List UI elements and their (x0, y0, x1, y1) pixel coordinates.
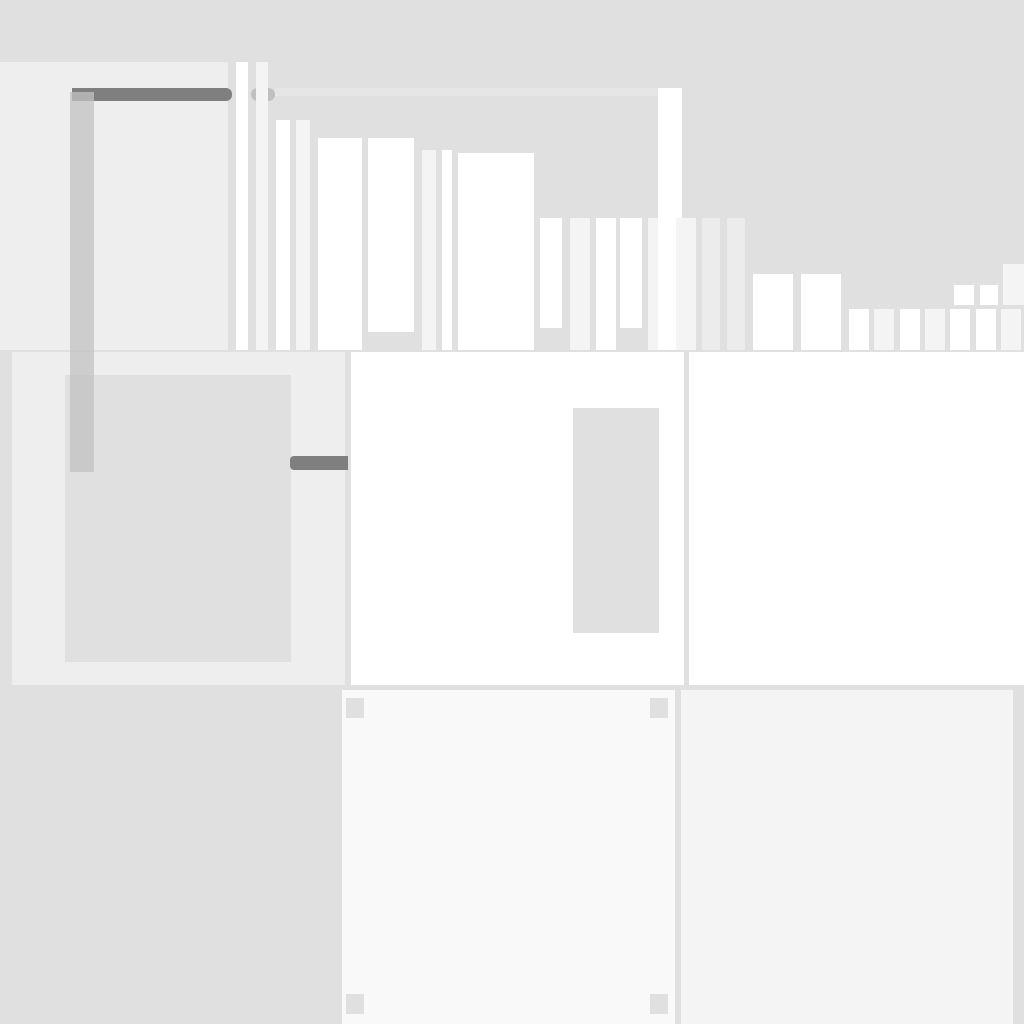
left-panel (0, 62, 228, 350)
chip-3 (1003, 264, 1024, 305)
bar-1 (236, 62, 248, 350)
bar-6 (368, 138, 414, 332)
bar-5 (318, 138, 362, 350)
bar-9 (458, 153, 534, 350)
bar-25 (950, 309, 970, 350)
tab-strip-track (275, 88, 658, 96)
bar-26 (976, 309, 996, 350)
bar-18 (727, 218, 745, 350)
bar-21 (849, 309, 869, 350)
card-4-corner-br (650, 994, 668, 1014)
horizontal-rail[interactable] (290, 456, 348, 470)
bar-27 (1001, 309, 1021, 350)
bar-4 (296, 120, 310, 350)
bar-11 (570, 218, 590, 350)
bar-2 (256, 62, 268, 350)
card-3[interactable] (689, 352, 1024, 685)
card-2-slot (573, 408, 659, 633)
bar-16 (676, 218, 696, 350)
bar-13 (620, 218, 642, 328)
card-1-inner-panel (65, 375, 291, 662)
bar-3 (276, 120, 290, 350)
chip-2 (980, 285, 998, 305)
top-strip (0, 0, 1024, 62)
card-4-corner-tl (346, 698, 364, 718)
bar-12 (596, 218, 616, 350)
card-4-corner-tr (650, 698, 668, 718)
bar-22 (874, 309, 894, 350)
chip-1 (954, 285, 974, 305)
tab-rail-dark[interactable] (72, 88, 232, 101)
vertical-rail[interactable] (70, 92, 94, 472)
bar-10 (540, 218, 562, 328)
bar-7 (422, 150, 436, 350)
card-5[interactable] (681, 690, 1013, 1024)
bar-8 (442, 150, 452, 350)
bar-23 (900, 309, 920, 350)
card-4[interactable] (342, 690, 675, 1024)
bar-17 (702, 218, 720, 350)
bar-24 (925, 309, 945, 350)
bar-19 (753, 274, 793, 350)
card-4-corner-bl (346, 994, 364, 1014)
bar-20 (801, 274, 841, 350)
